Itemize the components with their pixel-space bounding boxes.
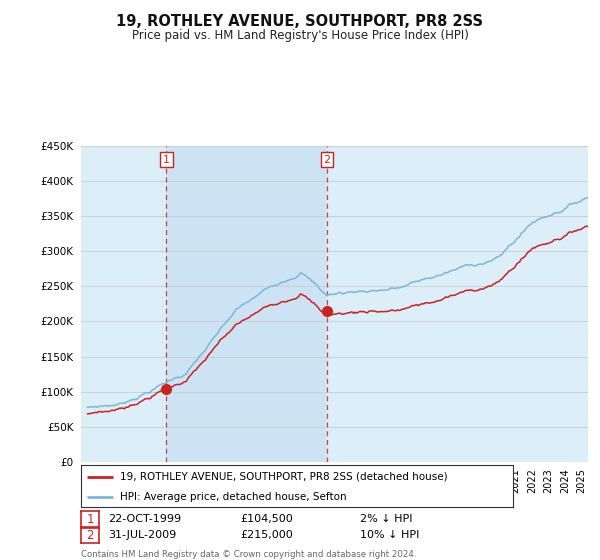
Text: 2: 2 xyxy=(86,529,94,542)
Text: 2: 2 xyxy=(323,155,331,165)
Text: £104,500: £104,500 xyxy=(240,514,293,524)
Text: 31-JUL-2009: 31-JUL-2009 xyxy=(108,530,176,540)
Text: 19, ROTHLEY AVENUE, SOUTHPORT, PR8 2SS (detached house): 19, ROTHLEY AVENUE, SOUTHPORT, PR8 2SS (… xyxy=(120,472,448,482)
Text: HPI: Average price, detached house, Sefton: HPI: Average price, detached house, Seft… xyxy=(120,492,347,502)
Text: 1: 1 xyxy=(86,512,94,526)
Text: Contains HM Land Registry data © Crown copyright and database right 2024.
This d: Contains HM Land Registry data © Crown c… xyxy=(81,550,416,560)
Text: 2% ↓ HPI: 2% ↓ HPI xyxy=(360,514,413,524)
Text: 10% ↓ HPI: 10% ↓ HPI xyxy=(360,530,419,540)
Text: Price paid vs. HM Land Registry's House Price Index (HPI): Price paid vs. HM Land Registry's House … xyxy=(131,29,469,42)
Text: 19, ROTHLEY AVENUE, SOUTHPORT, PR8 2SS: 19, ROTHLEY AVENUE, SOUTHPORT, PR8 2SS xyxy=(116,14,484,29)
Text: £215,000: £215,000 xyxy=(240,530,293,540)
Bar xyxy=(166,146,327,462)
Text: 1: 1 xyxy=(163,155,170,165)
Text: 22-OCT-1999: 22-OCT-1999 xyxy=(108,514,181,524)
